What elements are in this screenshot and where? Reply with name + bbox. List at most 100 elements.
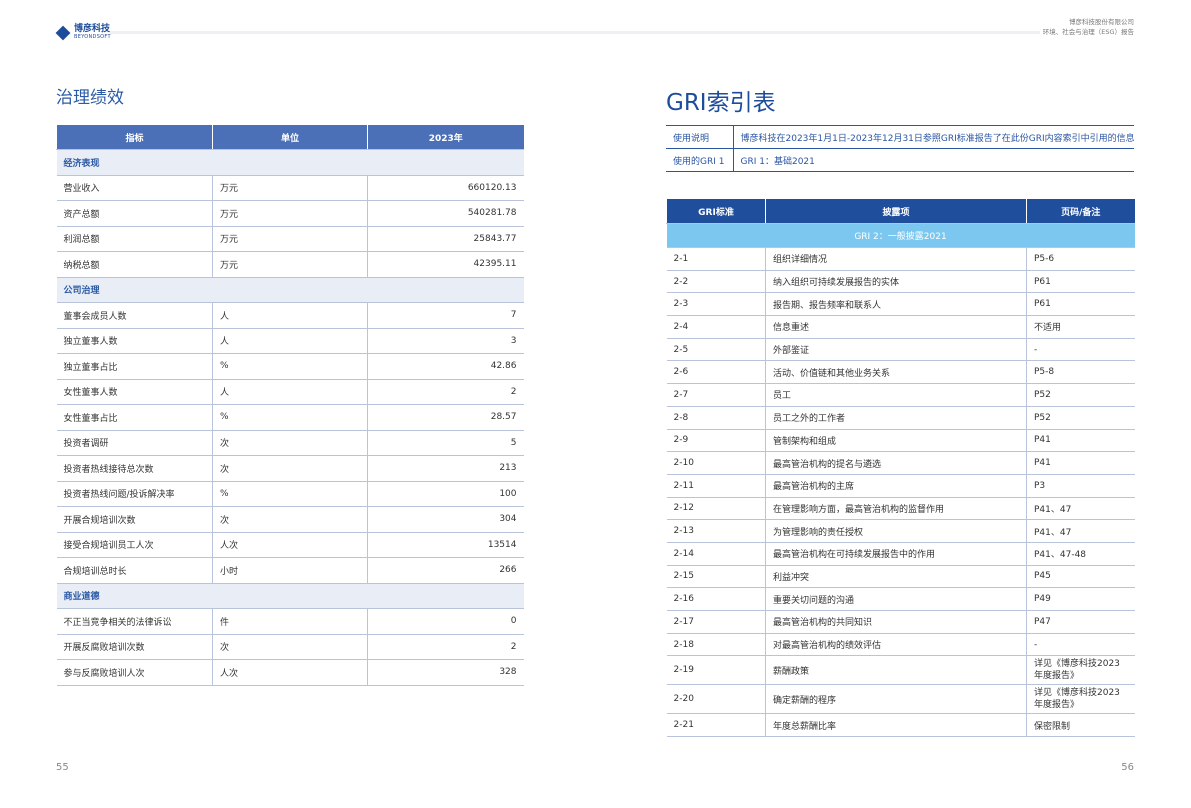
section-row: GRI 2：一般披露2021 [666, 223, 1135, 248]
data-row: 董事会成员人数人 7 [56, 302, 524, 329]
column-header: 指标 [56, 125, 213, 150]
page-ref: P47 [1026, 610, 1135, 634]
data-row: 2-1 组织详细情况 P5-6 [666, 247, 1135, 271]
disclosure: 为管理影响的责任授权 [765, 519, 1027, 543]
data-row: 2-15 利益冲突 P45 [666, 565, 1135, 589]
disclosure: 薪酬政策 [765, 655, 1027, 686]
page-ref: P41、47 [1026, 497, 1135, 521]
unit: 次 [212, 634, 368, 660]
section-title: 治理绩效 [56, 88, 124, 108]
section-name: GRI 2：一般披露2021 [666, 223, 1135, 248]
disclosure: 最高管治机构的提名与遴选 [765, 451, 1027, 475]
gri-code: 2-5 [666, 338, 766, 362]
page-ref: 不适用 [1026, 315, 1135, 339]
value: 328 [367, 659, 524, 686]
data-row: 合规培训总时长 小时 266 [56, 557, 524, 584]
page-number: 56 [1121, 762, 1134, 773]
value: 2 [367, 379, 524, 405]
indicator: 女性董事占比 [56, 404, 213, 431]
value: 25843.77 [367, 226, 524, 252]
column-header: 页码/备注 [1026, 199, 1135, 224]
header-line [110, 31, 1040, 34]
disclosure: 信息重述 [765, 315, 1027, 339]
data-row: 2-2 纳入组织可持续发展报告的实体 P61 [666, 270, 1135, 294]
disclosure: 组织详细情况 [765, 247, 1027, 271]
data-row: 营业收入 万元 660120.13 [56, 175, 524, 201]
header-row: GRI标准 披露项 页码/备注 [666, 199, 1135, 224]
data-row: 独立董事人数人 3 [56, 328, 524, 354]
unit: 件 [212, 608, 368, 635]
section-name: 公司治理 [56, 277, 524, 303]
info-table: 使用说明 博彦科技在2023年1月1日-2023年12月31日参照GRI标准报告了… [666, 125, 1134, 172]
unit: 人 [212, 328, 368, 354]
data-row: 2-13 为管理影响的责任授权 P41、47 [666, 519, 1135, 543]
info-row: 使用的GRI 1 GRI 1：基础2021 [666, 148, 1134, 172]
disclosure: 利益冲突 [765, 565, 1027, 589]
data-row: 接受合规培训员工人次 人次 13514 [56, 532, 524, 558]
unit: 万元 [212, 175, 368, 201]
page-ref: - [1026, 338, 1135, 362]
data-row: 2-11 最高管治机构的主席 P3 [666, 474, 1135, 498]
indicator: 女性董事人数 [56, 379, 213, 405]
data-row: 2-17 最高管治机构的共同知识 P47 [666, 610, 1135, 634]
data-row: 利润总额 万元 25843.77 [56, 226, 524, 252]
gri-code: 2-6 [666, 360, 766, 385]
logo-text: 博彦科技 [74, 24, 111, 34]
info-label: 使用说明 [666, 125, 733, 149]
data-row: 2-12 在管理影响方面，最高管治机构的监督作用 P41、47 [666, 497, 1135, 521]
disclosure: 活动、价值链和其他业务关系 [765, 360, 1027, 385]
page-number: 55 [56, 762, 69, 773]
page-ref: 保密限制 [1026, 713, 1135, 738]
disclosure: 外部鉴证 [765, 338, 1027, 362]
indicator: 参与反腐败培训人次 [56, 659, 213, 686]
indicator: 资产总额 [56, 200, 213, 227]
indicator: 独立董事人数 [56, 328, 213, 354]
page-ref: P3 [1026, 474, 1135, 498]
data-row: 投资者热线接待总次数次 213 [56, 455, 524, 482]
indicator: 董事会成员人数 [56, 302, 213, 329]
unit: 万元 [212, 200, 368, 227]
disclosure: 最高管治机构的共同知识 [765, 610, 1027, 634]
gri-code: 2-8 [666, 406, 766, 430]
value: 7 [367, 302, 524, 329]
gri-code: 2-12 [666, 497, 766, 521]
info-value: GRI 1：基础2021 [732, 148, 1134, 172]
data-row: 纳税总额 万元 42395.11 [56, 251, 524, 278]
value: 13514 [367, 532, 524, 558]
gri-code: 2-19 [666, 655, 766, 686]
value: 3 [367, 328, 524, 354]
indicator: 开展合规培训次数 [56, 506, 213, 533]
disclosure: 在管理影响方面，最高管治机构的监督作用 [765, 497, 1027, 521]
gri-code: 2-4 [666, 315, 766, 339]
indicator: 合规培训总时长 [56, 557, 213, 584]
data-row: 2-7 员工 P52 [666, 383, 1135, 407]
gri-code: 2-14 [666, 542, 766, 566]
disclosure: 最高管治机构在可持续发展报告中的作用 [765, 542, 1027, 566]
gri-code: 2-3 [666, 292, 766, 317]
data-row: 2-16 重要关切问题的沟通 P49 [666, 587, 1135, 611]
page-ref: P5-8 [1026, 360, 1135, 385]
data-row: 2-18 对最高管治机构的绩效评估 - [666, 633, 1135, 657]
unit: 人 [212, 379, 368, 405]
unit: % [212, 481, 368, 507]
data-row: 资产总额 万元 540281.78 [56, 200, 524, 227]
gri-code: 2-10 [666, 451, 766, 475]
header-info: 博彦科技股份有限公司 环境、社会与治理（ESG）报告 [1043, 17, 1134, 37]
page-ref: P61 [1026, 270, 1135, 294]
value: 304 [367, 506, 524, 533]
disclosure: 最高管治机构的主席 [765, 474, 1027, 498]
page-ref: 详见《博彦科技2023年度报告》 [1026, 655, 1135, 686]
gri-code: 2-16 [666, 587, 766, 611]
page-ref: P52 [1026, 406, 1135, 430]
disclosure: 员工 [765, 383, 1027, 407]
value: 28.57 [367, 404, 524, 431]
gri-code: 2-9 [666, 429, 766, 453]
gri-table: GRI标准 披露项 页码/备注 GRI 2：一般披露2021 2-1 组织详细情况 P5-6… [666, 199, 1135, 738]
data-row: 投资者热线问题/投诉解决率% 100 [56, 481, 524, 507]
logo-en: BEYONDSOFT [74, 34, 111, 40]
data-row: 2-8 员工之外的工作者 P52 [666, 406, 1135, 430]
data-row: 女性董事占比% 28.57 [56, 404, 524, 431]
header-row: 指标 单位 2023年 [56, 125, 524, 150]
disclosure: 确定薪酬的程序 [765, 684, 1027, 715]
data-row: 参与反腐败培训人次 人次 328 [56, 659, 524, 686]
